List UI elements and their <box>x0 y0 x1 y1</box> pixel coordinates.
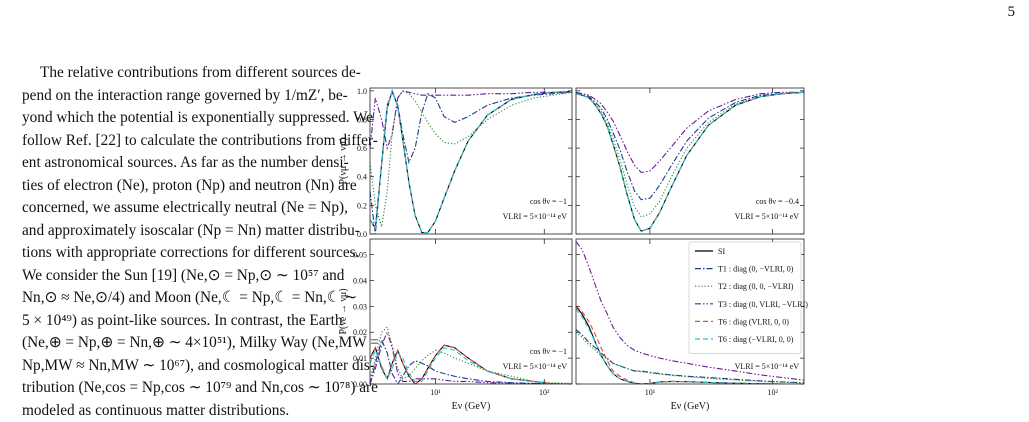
y-tick-label: 0.2 <box>357 201 367 210</box>
annotation: VLRI = 5×10⁻¹⁴ eV <box>735 362 800 371</box>
y-tick-label: 0.4 <box>357 173 367 182</box>
y-tick-label: 0.02 <box>353 328 367 337</box>
y-tick-label: 0.03 <box>353 302 367 311</box>
y-tick-label: 0.6 <box>357 144 367 153</box>
series-line <box>576 92 804 231</box>
x-axis-label: Eν (GeV) <box>671 401 710 412</box>
y-tick-label: 0.04 <box>353 276 367 285</box>
y-axis-label: P(νe → νμ) <box>338 288 349 334</box>
lines <box>576 92 804 231</box>
series-line <box>576 92 804 231</box>
x-tick-label: 10¹ <box>645 388 656 397</box>
y-tick-label: 0.0 <box>357 230 367 239</box>
y-tick-label: 0.00 <box>353 380 367 389</box>
annotation: VLRI = 5×10⁻¹⁴ eV <box>503 212 568 221</box>
y-tick-label: 1.0 <box>357 87 367 96</box>
legend-label: T6 : diag (−VLRI, 0, 0) <box>718 335 794 344</box>
series-line <box>576 92 804 199</box>
annotation: VLRI = 5×10⁻¹⁴ eV <box>503 362 568 371</box>
annotation: cos θν = −0.4 <box>756 197 799 206</box>
annotation: cos θν = −1 <box>530 197 567 206</box>
y-axis-label: P(νμ → νμ) <box>338 138 349 185</box>
y-tick-label: 0.01 <box>353 354 367 363</box>
y-tick-label: 0.05 <box>353 251 367 260</box>
series-line <box>576 92 804 231</box>
x-tick-label: 10¹ <box>430 388 441 397</box>
x-tick-label: 10² <box>539 388 550 397</box>
legend-label: T3 : diag (0, VLRI, −VLRI) <box>718 300 808 309</box>
x-axis-label: Eν (GeV) <box>452 401 491 412</box>
x-tick-label: 10² <box>767 388 778 397</box>
legend-label: SI <box>718 247 725 256</box>
series-line <box>370 91 572 227</box>
annotation: cos θν = −1 <box>530 347 567 356</box>
y-tick-label: 0.8 <box>357 115 367 124</box>
legend-label: T2 : diag (0, 0, −VLRI) <box>718 282 794 291</box>
legend-label: T6 : diag (VLRI, 0, 0) <box>718 317 789 326</box>
annotation: VLRI = 5×10⁻¹⁴ eV <box>735 212 800 221</box>
legend-label: T1 : diag (0, −VLRI, 0) <box>718 265 794 274</box>
